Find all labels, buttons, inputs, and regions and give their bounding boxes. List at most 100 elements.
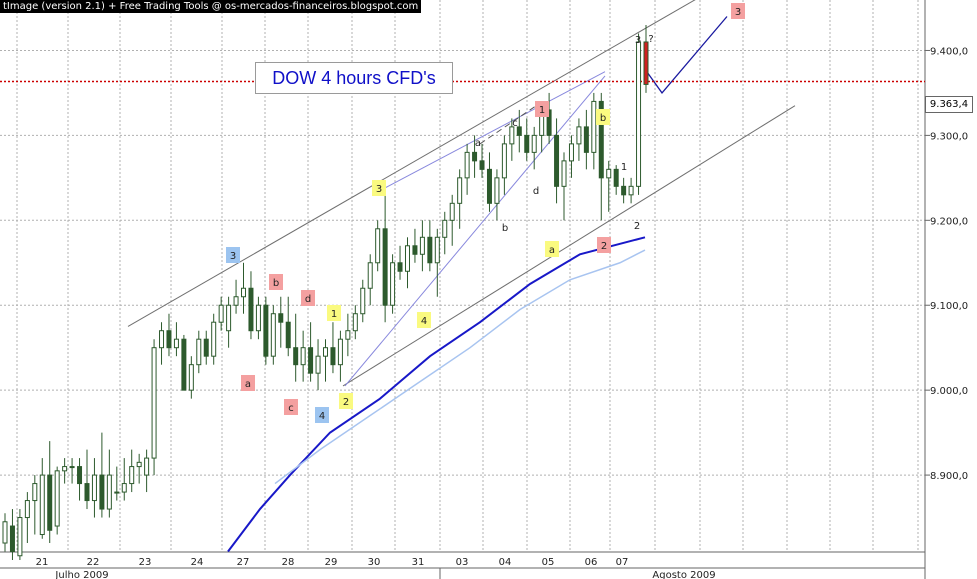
x-tick-label: 29 xyxy=(325,557,338,568)
annotation-box xyxy=(269,274,283,290)
candle-body xyxy=(479,160,485,170)
candle-body xyxy=(9,525,15,553)
annotation-label: d xyxy=(305,294,311,305)
candle-body xyxy=(77,466,83,485)
month-label: Julho 2009 xyxy=(54,570,108,579)
x-tick-label: 31 xyxy=(412,557,425,568)
candle-body xyxy=(47,474,53,531)
month-label: Agosto 2009 xyxy=(652,570,715,579)
x-tick-label: 24 xyxy=(191,557,204,568)
candle-body xyxy=(293,347,299,366)
candle-body xyxy=(226,304,232,332)
candle-body xyxy=(211,321,217,357)
channel-lower-line xyxy=(342,105,796,387)
candle-body xyxy=(375,228,381,264)
x-tick-label: 06 xyxy=(585,557,598,568)
candle-body xyxy=(129,466,135,485)
annotation-box xyxy=(339,393,353,409)
candle-body xyxy=(531,134,537,153)
app-header: tImage (version 2.1) + Free Trading Tool… xyxy=(0,0,422,13)
candle-body xyxy=(449,202,455,221)
candle-body xyxy=(337,338,343,366)
annotation-text: 2 xyxy=(634,221,640,232)
candle-body xyxy=(628,185,634,196)
candle-body xyxy=(404,245,410,272)
x-tick-label: 23 xyxy=(139,557,152,568)
candle-body xyxy=(501,143,507,179)
x-tick-label: 04 xyxy=(499,557,512,568)
candle-body xyxy=(203,338,209,357)
candle-body xyxy=(159,330,165,349)
annotation-label: 1 xyxy=(539,105,545,116)
annotation-box xyxy=(596,109,610,125)
candle-body xyxy=(136,461,142,468)
candle-body xyxy=(17,517,23,557)
candle-body xyxy=(457,177,463,204)
annotation-label: 3 xyxy=(230,251,236,262)
candle-body xyxy=(323,347,328,357)
annotation-label: 2 xyxy=(601,241,607,252)
candle-body xyxy=(546,109,552,136)
annotation-label: 3 xyxy=(735,7,741,18)
channel-upper-line xyxy=(127,0,696,327)
y-tick-label: 9.200,0 xyxy=(930,216,968,227)
candle-body xyxy=(345,330,351,340)
candle-body xyxy=(494,177,500,204)
annotation-box xyxy=(535,101,549,117)
candle-body xyxy=(278,313,284,323)
candle-body xyxy=(464,151,470,179)
annotation-label: b xyxy=(600,113,606,124)
x-tick-label: 07 xyxy=(616,557,629,568)
candle-body xyxy=(576,126,582,145)
y-tick-label: 9.000,0 xyxy=(930,386,968,397)
candle-body xyxy=(188,364,194,391)
annotation-text: d xyxy=(533,186,539,197)
candle-body xyxy=(486,168,492,204)
x-tick-label: 30 xyxy=(368,557,381,568)
candle-body xyxy=(84,483,90,502)
y-tick-label: 9.100,0 xyxy=(930,301,968,312)
annotation-box xyxy=(731,3,745,19)
candle-body xyxy=(606,168,612,179)
candle-body xyxy=(91,474,97,502)
candle-body xyxy=(472,151,478,162)
candle-body xyxy=(352,313,358,332)
candle-body xyxy=(412,245,418,255)
candle-body xyxy=(270,313,276,357)
candle-body xyxy=(643,41,649,85)
candle-body xyxy=(434,236,440,264)
x-tick-label: 22 xyxy=(87,557,100,568)
candle-body xyxy=(390,262,396,306)
candle-body xyxy=(360,287,366,315)
annotation-box xyxy=(417,312,431,328)
projection-path xyxy=(647,16,728,94)
candle-body xyxy=(62,466,68,472)
candle-body xyxy=(382,228,388,306)
x-tick-label: 05 xyxy=(542,557,555,568)
annotation-label: a xyxy=(245,379,251,390)
candle-body xyxy=(54,470,60,527)
current-price-label: 9.363,4 xyxy=(925,96,973,113)
candle-body xyxy=(554,134,560,187)
candle-body xyxy=(24,500,30,519)
candle-body xyxy=(39,474,45,536)
annotation-label: 3 xyxy=(376,184,382,195)
x-tick-label: 21 xyxy=(36,557,49,568)
candle-body xyxy=(32,483,38,502)
candle-body xyxy=(427,236,433,264)
annotation-box xyxy=(597,237,611,253)
candle-body xyxy=(300,347,306,366)
wedge-lower-line xyxy=(344,75,606,387)
candle-body xyxy=(151,347,157,459)
candle-body xyxy=(121,483,127,493)
candle-body xyxy=(442,219,448,238)
annotation-text: ? xyxy=(648,34,653,45)
candle-body xyxy=(196,338,202,366)
candle-body xyxy=(330,347,336,366)
candle-body xyxy=(561,160,567,187)
annotation-box xyxy=(226,247,240,263)
candle-body xyxy=(598,100,604,179)
annotation-text: c xyxy=(512,118,518,129)
annotation-box xyxy=(301,290,315,306)
candle-body xyxy=(591,100,597,153)
